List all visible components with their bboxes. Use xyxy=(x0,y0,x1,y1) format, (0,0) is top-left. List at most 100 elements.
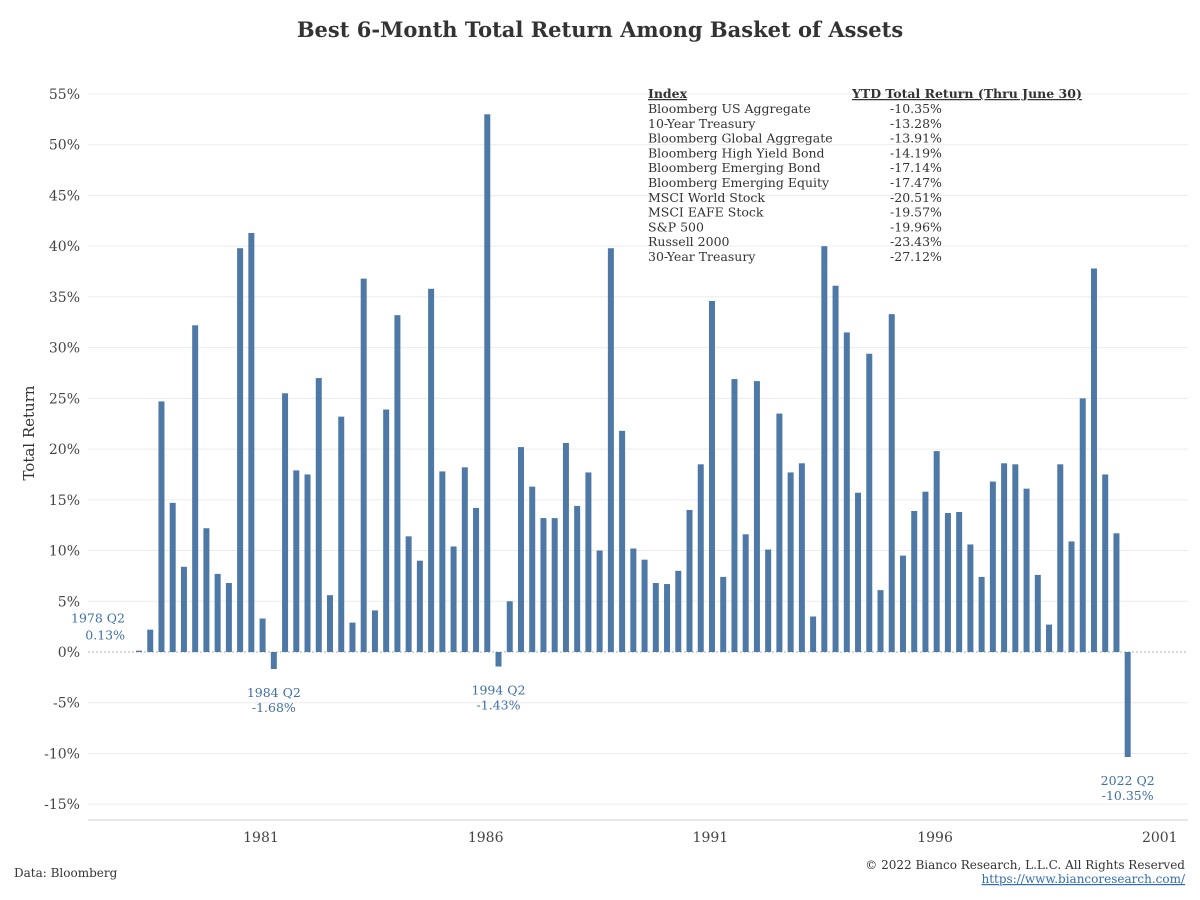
bar xyxy=(776,413,783,652)
table-return-cell: -27.12% xyxy=(890,249,942,264)
annotation-label: 1978 Q2 xyxy=(71,611,125,626)
bar xyxy=(731,379,738,652)
bar xyxy=(517,447,524,652)
bar xyxy=(450,546,457,652)
bar xyxy=(1023,488,1030,652)
bar xyxy=(686,509,693,652)
table-index-cell: S&P 500 xyxy=(648,219,704,234)
bar xyxy=(855,492,862,652)
annotation-value: 0.13% xyxy=(85,628,125,643)
bar xyxy=(1090,268,1097,652)
bar xyxy=(798,463,805,652)
table-header-return: YTD Total Return (Thru June 30) xyxy=(851,86,1082,101)
bar xyxy=(967,544,974,652)
bar xyxy=(169,502,176,652)
bar xyxy=(180,566,187,652)
bar xyxy=(270,652,277,670)
table-index-cell: Bloomberg Emerging Bond xyxy=(648,160,821,175)
bar xyxy=(1001,463,1008,652)
y-tick-label: 55% xyxy=(49,87,80,103)
bar xyxy=(1113,533,1120,652)
bar xyxy=(214,573,221,652)
table-index-cell: Bloomberg US Aggregate xyxy=(648,101,811,116)
bar xyxy=(484,114,491,653)
bar xyxy=(742,534,749,652)
bar xyxy=(697,464,704,652)
y-axis-label: Total Return xyxy=(20,385,38,480)
bar xyxy=(821,246,828,652)
x-tick-label: 2001 xyxy=(1142,830,1178,846)
bar xyxy=(147,629,154,652)
bar xyxy=(899,555,906,652)
table-header-index: Index xyxy=(648,86,688,101)
bar xyxy=(495,652,502,667)
table-index-cell: Bloomberg Emerging Equity xyxy=(648,175,830,190)
table-return-cell: -13.91% xyxy=(890,131,942,146)
bar xyxy=(529,486,536,652)
y-tick-label: 45% xyxy=(49,188,80,204)
bar xyxy=(562,443,569,652)
bar xyxy=(866,353,873,652)
table-index-cell: MSCI World Stock xyxy=(648,190,765,205)
bar xyxy=(652,583,659,652)
annotation-value: -1.43% xyxy=(477,698,521,713)
bar xyxy=(944,513,951,652)
table-return-cell: -14.19% xyxy=(890,145,942,160)
data-source: Data: Bloomberg xyxy=(14,866,118,880)
website-link[interactable]: https://www.biancoresearch.com/ xyxy=(981,872,1185,886)
table-return-cell: -10.35% xyxy=(890,101,942,116)
bar xyxy=(405,536,412,652)
bar xyxy=(933,451,940,652)
table-index-cell: 10-Year Treasury xyxy=(648,116,756,131)
bar xyxy=(753,381,760,652)
annotation-value: -10.35% xyxy=(1102,788,1154,803)
bar xyxy=(675,570,682,652)
table-index-cell: Bloomberg Global Aggregate xyxy=(648,131,833,146)
bar xyxy=(978,576,985,652)
table-return-cell: -20.51% xyxy=(890,190,942,205)
bar xyxy=(607,248,614,652)
bar xyxy=(1046,624,1053,652)
bar xyxy=(383,409,390,652)
bar xyxy=(192,325,199,652)
bar xyxy=(1068,541,1075,652)
x-tick-label: 1986 xyxy=(468,830,504,846)
table-return-cell: -19.96% xyxy=(890,219,942,234)
return-table: Index YTD Total Return (Thru June 30) Bl… xyxy=(648,86,1082,264)
bar xyxy=(810,616,817,652)
annotations: 1978 Q2 0.13% 1984 Q2-1.68% 1994 Q2-1.43% 20… xyxy=(71,611,1155,803)
annotation-label: 1994 Q2 xyxy=(472,683,526,698)
bar xyxy=(461,467,468,652)
bar xyxy=(911,510,918,652)
chart-title: Best 6-Month Total Return Among Basket o… xyxy=(297,17,903,42)
bar xyxy=(1057,464,1064,652)
bar xyxy=(630,548,637,652)
y-axis-ticks: 55% 50% 45% 40% 35% 30% 25% 20% 15% 10% 5% 0% -5% -10… xyxy=(44,87,80,813)
bar xyxy=(349,622,356,652)
table-index-cell: 30-Year Treasury xyxy=(648,249,756,264)
table-return-cell: -23.43% xyxy=(890,234,942,249)
x-tick-label: 1981 xyxy=(243,830,279,846)
x-axis-ticks: 198119861991199620012006201120162021 xyxy=(243,830,1178,846)
bar xyxy=(136,650,142,652)
table-return-cell: -19.57% xyxy=(890,205,942,220)
bar xyxy=(765,549,772,652)
table-return-cell: -17.47% xyxy=(890,175,942,190)
bar xyxy=(956,511,963,652)
bar xyxy=(259,618,266,652)
bar xyxy=(428,288,435,652)
table-return-cell: -17.14% xyxy=(890,160,942,175)
y-tick-label: 5% xyxy=(58,594,80,610)
copyright: © 2022 Bianco Research, L.L.C. All Right… xyxy=(865,858,1185,872)
bar xyxy=(1124,652,1131,758)
bar xyxy=(888,314,895,652)
bar xyxy=(416,560,423,652)
bar xyxy=(619,430,626,652)
bar xyxy=(338,416,345,652)
bar xyxy=(304,474,311,652)
bar xyxy=(1034,574,1041,652)
y-tick-label: 10% xyxy=(49,544,80,560)
bar xyxy=(664,584,671,652)
bar xyxy=(574,505,581,652)
bar xyxy=(473,507,480,652)
